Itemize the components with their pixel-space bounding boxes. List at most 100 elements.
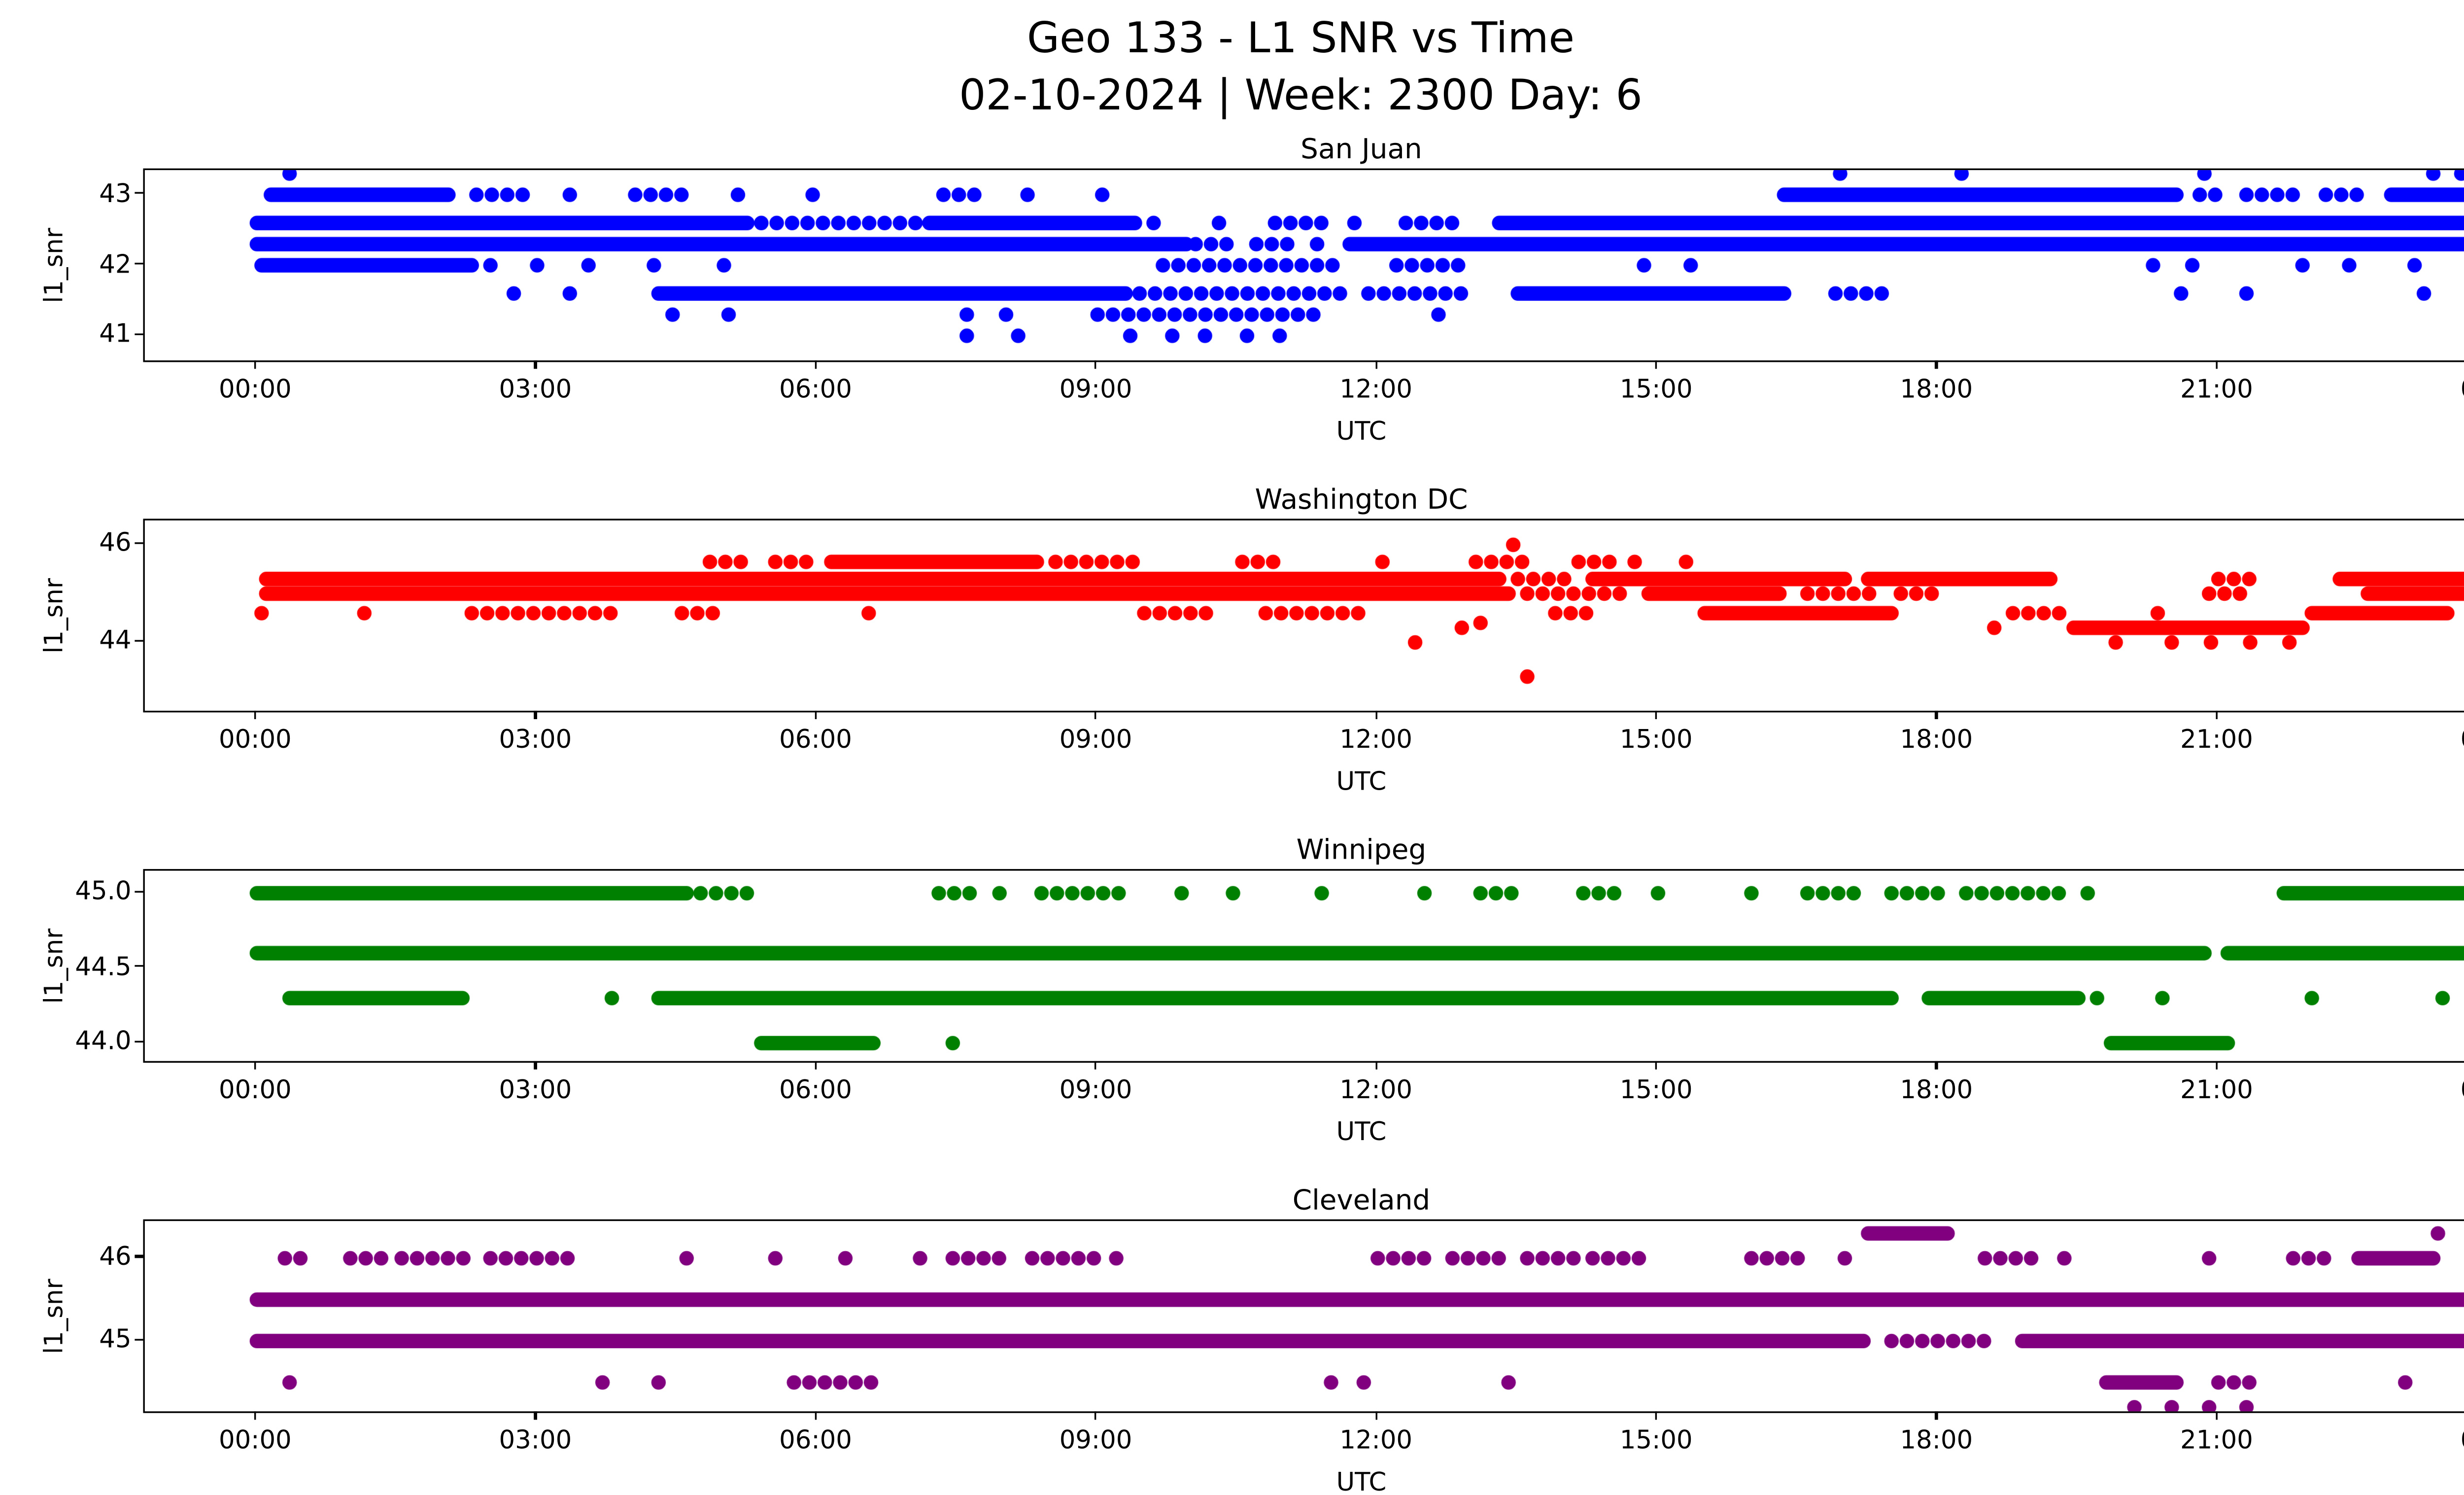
x-tick-label: 12:00 bbox=[1339, 374, 1413, 405]
x-tick-mark bbox=[814, 1411, 817, 1420]
x-tick-mark bbox=[534, 1411, 537, 1420]
x-axis-label: UTC bbox=[1336, 1116, 1387, 1147]
y-tick-mark bbox=[135, 1338, 143, 1341]
x-tick-label: 18:00 bbox=[1900, 374, 1973, 405]
x-tick-mark bbox=[2215, 1411, 2218, 1420]
x-tick-label: 00:00 bbox=[2438, 374, 2464, 405]
figure-title: Geo 133 - L1 SNR vs Time bbox=[1027, 13, 1575, 63]
x-tick-label: 03:00 bbox=[499, 374, 572, 405]
x-axis-label: UTC bbox=[1336, 1467, 1387, 1495]
y-tick-label: 44.0 bbox=[75, 1026, 132, 1057]
x-tick-mark bbox=[254, 710, 257, 719]
x-tick-label: 06:00 bbox=[779, 724, 852, 755]
x-tick-mark bbox=[2215, 360, 2218, 369]
y-tick-mark bbox=[135, 192, 143, 194]
y-tick-label: 46 bbox=[99, 1241, 132, 1272]
x-tick-mark bbox=[1095, 1060, 1097, 1069]
x-tick-label: 00:00 bbox=[218, 1074, 292, 1105]
subplot-title: Cleveland bbox=[1292, 1184, 1431, 1216]
x-axis-label: UTC bbox=[1336, 416, 1387, 447]
x-tick-mark bbox=[534, 360, 537, 369]
x-tick-label: 06:00 bbox=[779, 1425, 852, 1456]
x-tick-mark bbox=[1935, 360, 1938, 369]
x-tick-label: 03:00 bbox=[499, 1425, 572, 1456]
x-tick-label: 15:00 bbox=[1619, 1074, 1693, 1105]
subplot-san-juan: San Juan l1_snr UTC 43 42 41 00:00 03:00 06:0… bbox=[0, 121, 2464, 472]
x-tick-label: 03:00 bbox=[499, 1074, 572, 1105]
subplot-title: Washington DC bbox=[1255, 483, 1468, 516]
y-tick-mark bbox=[135, 542, 143, 545]
x-tick-label: 09:00 bbox=[1059, 1425, 1132, 1456]
x-tick-mark bbox=[254, 1411, 257, 1420]
x-axis-label: UTC bbox=[1336, 766, 1387, 797]
x-tick-mark bbox=[254, 360, 257, 369]
x-tick-mark bbox=[1655, 710, 1657, 719]
y-tick-label: 43 bbox=[99, 177, 132, 209]
y-tick-label: 44.5 bbox=[75, 951, 132, 982]
x-tick-mark bbox=[1095, 710, 1097, 719]
y-tick-mark bbox=[135, 1255, 143, 1258]
y-tick-mark bbox=[135, 890, 143, 893]
x-tick-label: 00:00 bbox=[218, 724, 292, 755]
x-tick-mark bbox=[254, 1060, 257, 1069]
scatter-canvas bbox=[144, 1221, 2464, 1412]
scatter-canvas bbox=[144, 170, 2464, 361]
x-tick-mark bbox=[1374, 1060, 1377, 1069]
x-tick-label: 15:00 bbox=[1619, 724, 1693, 755]
x-tick-label: 00:00 bbox=[2438, 724, 2464, 755]
x-tick-mark bbox=[1935, 1060, 1938, 1069]
x-tick-mark bbox=[1095, 360, 1097, 369]
x-tick-mark bbox=[814, 360, 817, 369]
x-tick-mark bbox=[814, 710, 817, 719]
x-tick-label: 18:00 bbox=[1900, 724, 1973, 755]
x-tick-mark bbox=[1095, 1411, 1097, 1420]
subplot-winnipeg: Winnipeg l1_snr UTC 45.0 44.5 44.0 00:00 03:… bbox=[0, 822, 2464, 1172]
x-tick-label: 00:00 bbox=[218, 1425, 292, 1456]
x-tick-mark bbox=[1935, 710, 1938, 719]
x-tick-mark bbox=[1655, 1060, 1657, 1069]
plot-area bbox=[143, 168, 2464, 362]
x-tick-label: 00:00 bbox=[2438, 1425, 2464, 1456]
x-tick-label: 09:00 bbox=[1059, 724, 1132, 755]
scatter-canvas bbox=[144, 520, 2464, 711]
y-tick-mark bbox=[135, 1040, 143, 1043]
x-tick-label: 00:00 bbox=[218, 374, 292, 405]
x-tick-label: 12:00 bbox=[1339, 1074, 1413, 1105]
y-tick-label: 45.0 bbox=[75, 876, 132, 907]
x-tick-mark bbox=[1655, 1411, 1657, 1420]
y-tick-label: 42 bbox=[99, 248, 132, 279]
x-tick-mark bbox=[534, 1060, 537, 1069]
plot-area bbox=[143, 1219, 2464, 1413]
x-tick-label: 21:00 bbox=[2180, 724, 2253, 755]
plot-area bbox=[143, 519, 2464, 713]
x-tick-label: 21:00 bbox=[2180, 1074, 2253, 1105]
x-tick-mark bbox=[1374, 710, 1377, 719]
y-tick-label: 44 bbox=[99, 626, 132, 656]
x-tick-mark bbox=[1935, 1411, 1938, 1420]
x-tick-label: 12:00 bbox=[1339, 1425, 1413, 1456]
plot-area bbox=[143, 869, 2464, 1063]
subplot-cleveland: Cleveland l1_snr UTC 46 45 00:00 03:00 06:00… bbox=[0, 1172, 2464, 1495]
x-tick-label: 15:00 bbox=[1619, 1425, 1693, 1456]
x-tick-mark bbox=[1655, 360, 1657, 369]
y-tick-mark bbox=[135, 965, 143, 968]
x-tick-label: 09:00 bbox=[1059, 1074, 1132, 1105]
x-tick-label: 18:00 bbox=[1900, 1074, 1973, 1105]
x-tick-label: 00:00 bbox=[2438, 1075, 2464, 1105]
y-tick-mark bbox=[135, 262, 143, 265]
y-tick-label: 41 bbox=[99, 318, 132, 349]
x-tick-label: 06:00 bbox=[779, 374, 852, 405]
x-tick-label: 21:00 bbox=[2180, 1425, 2253, 1456]
x-tick-mark bbox=[2215, 1060, 2218, 1069]
x-tick-mark bbox=[814, 1060, 817, 1069]
x-tick-label: 06:00 bbox=[779, 1074, 852, 1105]
y-tick-mark bbox=[135, 333, 143, 335]
x-tick-label: 03:00 bbox=[499, 724, 572, 755]
subplot-washington-dc: Washington DC l1_snr UTC 46 44 00:00 03:00 0… bbox=[0, 472, 2464, 822]
subplot-title: Winnipeg bbox=[1296, 834, 1427, 866]
x-tick-label: 09:00 bbox=[1059, 374, 1132, 405]
x-tick-label: 12:00 bbox=[1339, 724, 1413, 755]
x-tick-mark bbox=[2215, 710, 2218, 719]
